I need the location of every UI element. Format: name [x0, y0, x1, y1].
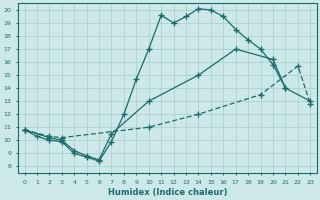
X-axis label: Humidex (Indice chaleur): Humidex (Indice chaleur) [108, 188, 227, 197]
